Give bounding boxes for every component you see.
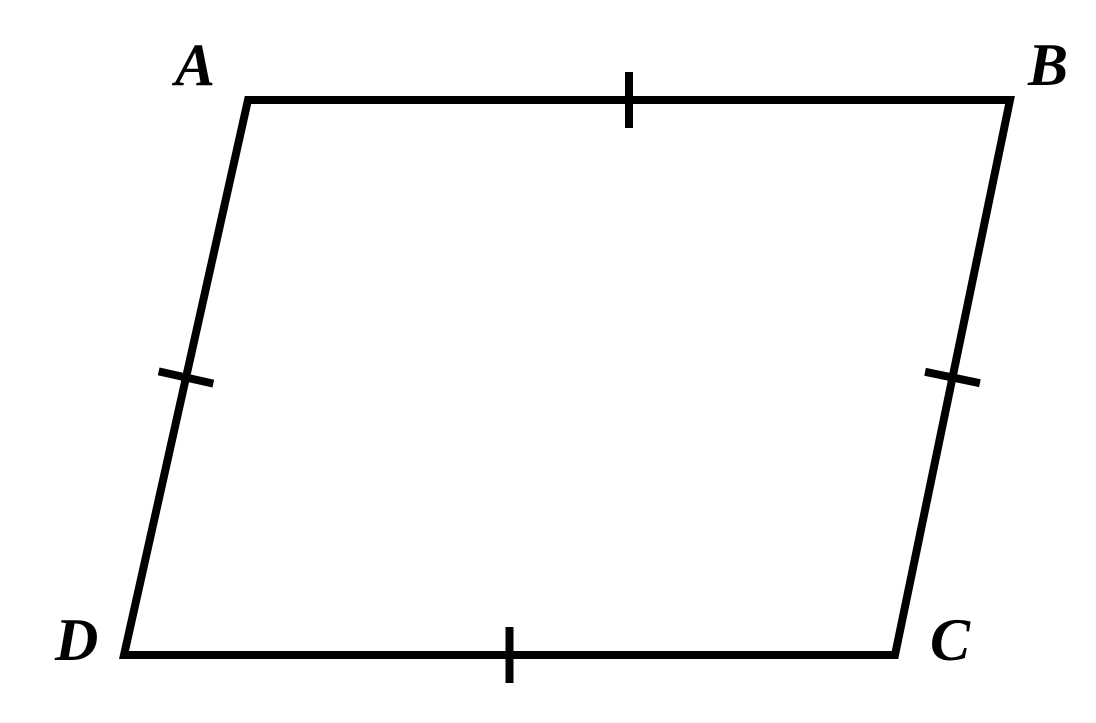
vertex-label-D: D bbox=[54, 607, 98, 673]
tick-marks bbox=[159, 72, 980, 683]
vertex-label-B: B bbox=[1027, 32, 1068, 98]
rhombus-shape bbox=[124, 100, 1010, 655]
vertex-labels: A B C D bbox=[54, 32, 1068, 673]
vertex-label-A: A bbox=[171, 32, 215, 98]
vertex-label-C: C bbox=[930, 607, 971, 673]
rhombus-polygon bbox=[124, 100, 1010, 655]
tick-mark bbox=[925, 372, 980, 383]
geometry-diagram: A B C D bbox=[0, 0, 1096, 723]
